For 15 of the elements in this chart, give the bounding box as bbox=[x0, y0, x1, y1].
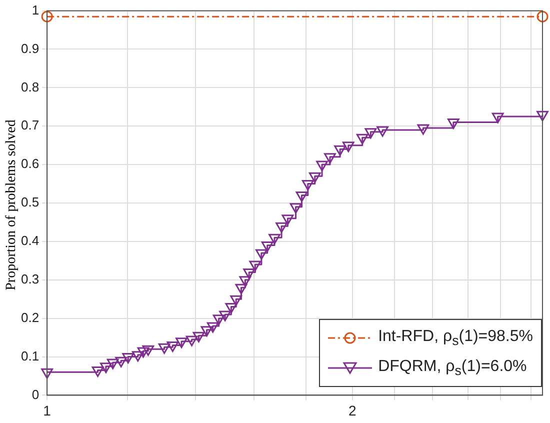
y-tick-label: 0.5 bbox=[20, 194, 40, 210]
y-tick-label: 0.7 bbox=[20, 118, 40, 133]
legend-label: Int-RFD, ρ$_{s}$(1)=98.5% bbox=[378, 328, 533, 348]
y-tick-label: 0.4 bbox=[20, 233, 40, 248]
legend-label: DFQRM, ρ$_{s}$(1)=6.0% bbox=[378, 358, 527, 378]
y-tick-label: 1 bbox=[32, 2, 40, 18]
y-tick-label: 0.8 bbox=[20, 79, 40, 94]
y-tick-label: 0.3 bbox=[20, 271, 40, 286]
y-tick-label: 0.2 bbox=[20, 310, 40, 325]
y-tick-label: 0.9 bbox=[20, 40, 40, 56]
y-tick-label: 0 bbox=[32, 386, 40, 402]
y-tick-label: 0.6 bbox=[20, 156, 40, 172]
x-tick-label: 2 bbox=[348, 402, 356, 418]
y-axis-title: Proportion of problems solved bbox=[4, 120, 20, 290]
y-tick-label: 0.1 bbox=[20, 348, 40, 364]
